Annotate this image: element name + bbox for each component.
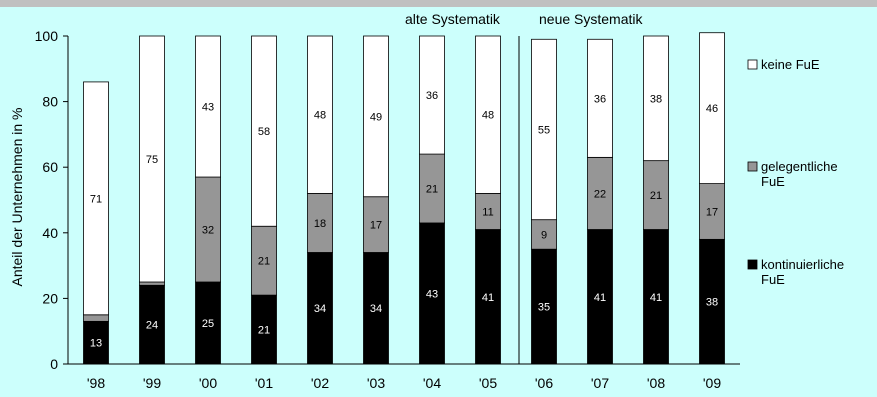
bar-segment	[195, 281, 221, 365]
data-label: 41	[482, 292, 494, 304]
data-label: 35	[538, 302, 550, 314]
data-label: 17	[706, 206, 718, 218]
x-tick-label: '03	[367, 375, 385, 391]
data-label: 41	[594, 292, 606, 304]
data-label: 46	[706, 103, 718, 115]
y-tick-label: 100	[35, 28, 59, 44]
data-label: 49	[370, 111, 382, 123]
bar-segment	[419, 153, 445, 224]
bar-segment	[587, 38, 613, 158]
bar-segment	[195, 35, 221, 178]
legend: keine FuE gelegentliche FuE kontinuierliche…	[747, 57, 844, 287]
bar-segment	[363, 35, 389, 198]
data-label: 32	[202, 225, 214, 237]
data-label: 55	[538, 124, 550, 136]
data-label: 43	[202, 102, 214, 114]
legend-swatch	[747, 161, 758, 172]
data-label: 58	[258, 126, 270, 138]
bar-segment	[307, 193, 333, 253]
bar-segment	[139, 35, 165, 283]
data-label: 24	[146, 320, 158, 332]
bar-segment	[363, 196, 389, 253]
x-tick-label: '06	[535, 375, 553, 391]
x-tick-label: '98	[87, 375, 105, 391]
data-label: 38	[706, 297, 718, 309]
data-label: 13	[90, 338, 102, 350]
y-tick-label: 0	[50, 356, 58, 372]
y-tick-label: 80	[42, 94, 58, 110]
data-label: 41	[650, 292, 662, 304]
bars: 1327124175253243212158341848341749432136…	[83, 32, 725, 365]
bar-segment	[587, 156, 613, 230]
x-tick-label: '05	[479, 375, 497, 391]
x-tick-label: '00	[199, 375, 217, 391]
data-label: 21	[258, 325, 270, 337]
x-tick-label: '07	[591, 375, 609, 391]
data-label: 36	[594, 93, 606, 105]
bar-segment	[251, 35, 277, 227]
annotation-alte-systematik: alte Systematik	[405, 11, 501, 27]
data-label: 25	[202, 318, 214, 330]
data-label: 34	[370, 303, 382, 315]
data-label: 18	[314, 218, 326, 230]
legend-swatch	[747, 259, 758, 270]
y-tick-label: 60	[42, 159, 58, 175]
data-label: 9	[541, 229, 547, 241]
data-label: 48	[314, 110, 326, 122]
data-label: 17	[370, 220, 382, 232]
data-label: 36	[426, 90, 438, 102]
legend-label: kontinuierliche FuE	[761, 257, 844, 287]
data-label: 21	[258, 256, 270, 268]
bar-segment	[699, 183, 725, 240]
bar-segment	[699, 32, 725, 185]
chart-frame: 0 20 40 60 80 100 Anteil der Unternehmen in %…	[0, 7, 877, 397]
x-tick-label: '08	[647, 375, 665, 391]
data-label: 71	[90, 193, 102, 205]
bar-segment	[531, 38, 557, 221]
data-label: 22	[594, 188, 606, 200]
bar-segment	[307, 252, 333, 365]
data-label: 21	[650, 190, 662, 202]
y-tick-label: 40	[42, 225, 58, 241]
bar-segment	[419, 35, 445, 155]
legend-label: gelegentliche FuE	[761, 159, 838, 189]
x-tick-label: '02	[311, 375, 329, 391]
bar-segment	[643, 35, 669, 162]
bar-segment	[643, 229, 669, 365]
x-tick-label: '01	[255, 375, 273, 391]
legend-label: keine FuE	[761, 57, 820, 72]
bar-segment	[475, 229, 501, 365]
stacked-bar-chart: 0 20 40 60 80 100 Anteil der Unternehmen in %…	[9, 11, 844, 391]
annotation-neue-systematik: neue Systematik	[539, 11, 643, 27]
data-label: 48	[482, 110, 494, 122]
legend-swatch	[747, 59, 758, 70]
x-tick-label: '09	[703, 375, 721, 391]
data-label: 38	[650, 93, 662, 105]
y-axis-label: Anteil der Unternehmen in %	[9, 108, 25, 287]
x-tick-label: '04	[423, 375, 441, 391]
data-label: 34	[314, 303, 326, 315]
data-label: 43	[426, 288, 438, 300]
bar-segment	[475, 35, 501, 194]
bar-segment	[307, 35, 333, 194]
x-axis: '98 '99 '00 '01 '02 '03 '04 '05 '06 '07 '08 '09	[68, 363, 740, 391]
data-label: 21	[426, 184, 438, 196]
data-label: 75	[146, 154, 158, 166]
x-tick-label: '99	[143, 375, 161, 391]
y-tick-label: 20	[42, 290, 58, 306]
bar-segment	[83, 81, 109, 316]
bar-segment	[531, 248, 557, 365]
y-axis: 0 20 40 60 80 100	[35, 28, 69, 372]
data-label: 11	[482, 206, 493, 218]
